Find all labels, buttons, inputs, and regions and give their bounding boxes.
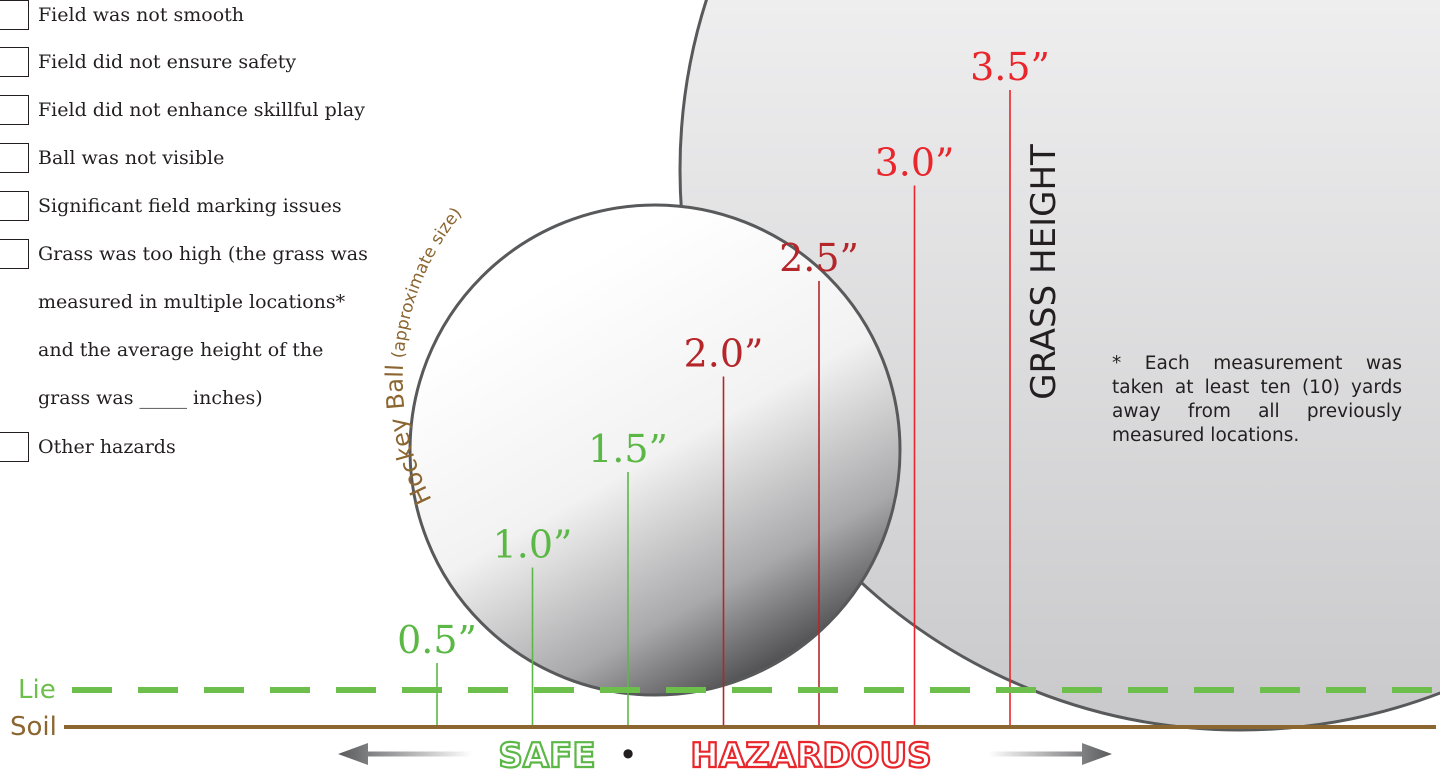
height-mark-label: 1.5” [588, 427, 668, 471]
hazardous-label: HAZARDOUS [690, 736, 931, 771]
checklist-item-label: Field was not smooth [38, 4, 245, 26]
measurement-footnote: * Each measurement was taken at least te… [1112, 353, 1402, 447]
checklist-item-label: Ball was not visible [38, 147, 225, 169]
checkbox[interactable] [0, 47, 29, 77]
safe-label: SAFE [498, 736, 595, 771]
separator-dot: • [619, 736, 638, 771]
checklist-item-label: Field did not enhance skillful play [38, 99, 365, 121]
checklist-item-label: Field did not ensure safety [38, 51, 297, 73]
checkbox[interactable] [0, 432, 29, 462]
checkbox[interactable] [0, 239, 29, 269]
height-mark-label: 1.0” [493, 523, 573, 567]
checklist-item-label: Other hazards [38, 436, 176, 458]
height-mark-label: 3.5” [970, 45, 1050, 89]
left-arrow-icon [338, 743, 472, 765]
grass-note-line: grass was _____ inches) [38, 387, 263, 409]
height-mark-label: 0.5” [397, 618, 477, 662]
grass-note-line: measured in multiple locations* [38, 291, 346, 313]
checklist-item-label: Grass was too high (the grass was [38, 243, 368, 265]
right-arrow-icon [988, 743, 1112, 765]
checkbox[interactable] [0, 191, 29, 221]
height-mark-label: 2.0” [684, 332, 764, 376]
soil-label: Soil [10, 712, 57, 742]
height-mark-label: 3.0” [875, 141, 955, 185]
checkbox[interactable] [0, 143, 29, 173]
checklist-item-label: Significant field marking issues [38, 195, 342, 217]
checkbox[interactable] [0, 95, 29, 125]
height-marks: 0.5” 1.0” 1.5” 2.0” 2.5” 3.0” 3.5” [397, 45, 1050, 727]
height-mark-label: 2.5” [779, 236, 859, 280]
lie-label: Lie [18, 675, 56, 705]
checkbox[interactable] [0, 0, 29, 30]
grass-note-line: and the average height of the [38, 339, 324, 361]
grass-height-title: GRASS HEIGHT [1024, 144, 1064, 400]
